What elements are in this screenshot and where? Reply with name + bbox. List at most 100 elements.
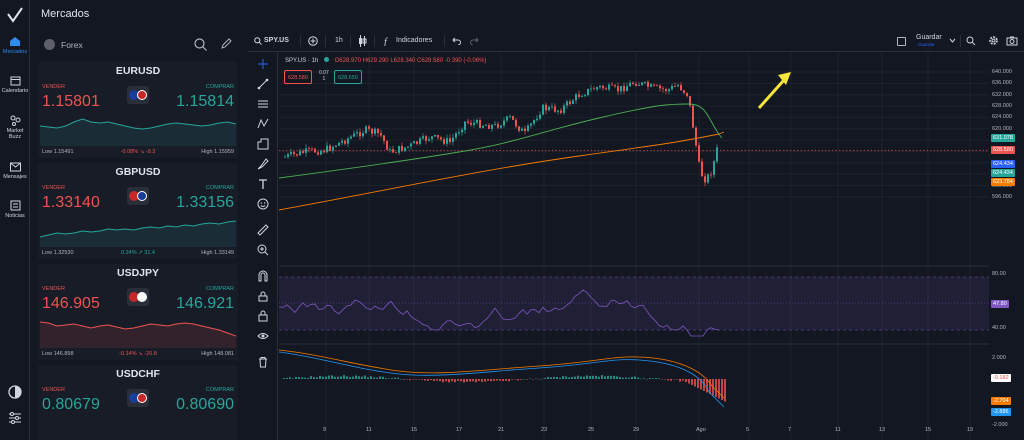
candle-body — [404, 147, 406, 152]
pair-name: GBPUSD — [115, 166, 161, 178]
layout-checkbox[interactable] — [897, 37, 906, 46]
lock-drawings-icon[interactable] — [257, 290, 269, 302]
edit-icon[interactable] — [220, 38, 232, 50]
buy-label: COMPRAR — [205, 286, 234, 292]
news-icon — [10, 200, 20, 211]
undo-icon[interactable] — [452, 37, 461, 45]
price-pane — [278, 79, 725, 211]
chart-plot[interactable]: SPY.US · 1h O628.970 H629.290 L628.340 C… — [278, 52, 989, 440]
buy-price[interactable]: 1.33156 — [176, 194, 234, 211]
legend-close: C628.580 — [417, 58, 444, 64]
candle-body — [680, 84, 682, 91]
price-tick-label: 640.000 — [992, 69, 1012, 75]
trash-icon[interactable] — [257, 356, 269, 368]
broker-logo[interactable] — [5, 6, 25, 24]
sell-price[interactable]: 0.80679 — [42, 396, 100, 413]
search-icon[interactable] — [254, 37, 262, 45]
indicators-button[interactable]: Indicadores — [396, 37, 433, 44]
add-symbol-icon[interactable] — [308, 36, 318, 46]
eye-icon[interactable] — [257, 330, 269, 342]
macd-histogram-bar — [322, 376, 324, 379]
search-icon[interactable] — [194, 38, 207, 51]
sell-price[interactable]: 1.15801 — [42, 93, 100, 110]
zoom-in-icon[interactable] — [257, 244, 269, 256]
instrument-card[interactable]: EURUSD VENDER COMPRAR 1.15801 1.15814 Low 1.1… — [38, 62, 238, 158]
channel-icon[interactable] — [257, 98, 269, 110]
instrument-card[interactable]: USDJPY VENDER COMPRAR 146.905 146.921 Low 146… — [38, 264, 238, 360]
emoji-icon[interactable] — [257, 198, 269, 210]
brush-icon[interactable] — [257, 158, 269, 170]
currency-flags-icon — [127, 389, 149, 407]
instrument-card[interactable]: GBPUSD VENDER COMPRAR 1.33140 1.33156 Low 1.3… — [38, 163, 238, 259]
trend-line-icon[interactable] — [257, 78, 269, 90]
candle-body — [449, 138, 451, 142]
candle-body — [476, 120, 478, 123]
ruler-icon[interactable] — [257, 224, 269, 236]
macd-histogram-bar — [475, 379, 477, 383]
time-tick-label: 29 — [633, 427, 640, 433]
sell-price[interactable]: 146.905 — [42, 295, 100, 312]
candle-body — [524, 128, 526, 132]
text-icon[interactable] — [257, 178, 269, 190]
camera-icon[interactable] — [1006, 35, 1018, 46]
macd-histogram-bar — [592, 375, 594, 379]
candle-body — [413, 141, 415, 144]
interval-selector[interactable]: 1h — [335, 37, 343, 44]
theme-icon[interactable] — [7, 384, 23, 400]
pattern-icon[interactable] — [257, 118, 269, 130]
save-button[interactable]: Guardar — [916, 34, 942, 41]
nav-item-mercados[interactable]: Mercados — [0, 36, 30, 55]
price-axis[interactable]: 640.000 636.000 632.000 628.000 624.000 620.0… — [989, 52, 1024, 440]
candle-body — [506, 116, 508, 121]
nav-item-calendario[interactable]: Calendario — [0, 75, 30, 94]
sell-price-box[interactable]: 628.580 — [284, 70, 312, 84]
rsi-pane — [278, 289, 720, 337]
gear-icon[interactable] — [988, 35, 999, 46]
macd-histogram-bar — [469, 379, 471, 382]
candle-body — [521, 128, 523, 131]
crosshair-icon[interactable] — [257, 58, 269, 70]
nav-item-mensajes[interactable]: Mensajes — [0, 162, 30, 180]
legend-symbol[interactable]: SPY.US · 1h — [285, 58, 319, 64]
buy-price-box[interactable]: 628.650 — [334, 70, 362, 84]
nav-item-market-buzz[interactable]: Market Buzz — [0, 115, 30, 140]
macd-histogram-bar — [376, 377, 378, 379]
candle-body — [620, 85, 622, 92]
price-tick-label: 596.000 — [992, 193, 1012, 200]
lock-icon[interactable] — [257, 310, 269, 322]
candle-body — [590, 88, 592, 90]
buy-price[interactable]: 146.921 — [176, 295, 234, 312]
macd-histogram-bar — [289, 377, 291, 379]
quick-search-icon[interactable] — [966, 36, 976, 46]
buy-label: COMPRAR — [205, 84, 234, 90]
redo-icon[interactable] — [470, 37, 479, 45]
symbol-selector[interactable]: SPY.US — [264, 37, 289, 44]
macd-histogram-bar — [526, 379, 528, 380]
instrument-card[interactable]: USDCHF VENDER COMPRAR 0.80679 0.80690 — [38, 365, 238, 440]
sparkline-line — [40, 118, 236, 130]
macd-histogram-bar — [352, 376, 354, 379]
macd-histogram-bar — [541, 378, 543, 380]
currency-flags-icon — [127, 288, 149, 306]
sell-price[interactable]: 1.33140 — [42, 194, 100, 211]
measure-icon[interactable] — [257, 138, 269, 150]
candles-icon[interactable] — [358, 35, 367, 47]
nav-item-noticias[interactable]: Noticias — [0, 200, 30, 219]
category-label[interactable]: Forex — [61, 40, 83, 50]
macd-histogram-bar — [340, 376, 342, 379]
price-chart-svg[interactable] — [278, 52, 989, 440]
currency-flags-icon — [127, 187, 149, 205]
macd-histogram-bar — [409, 379, 411, 381]
macd-histogram-bar — [424, 379, 426, 381]
magnet-icon[interactable] — [257, 270, 269, 282]
price-tag: 631.078 — [991, 134, 1015, 142]
forex-icon — [44, 39, 55, 50]
chevron-down-icon[interactable] — [949, 38, 956, 43]
buy-price[interactable]: 1.15814 — [176, 93, 234, 110]
buy-price[interactable]: 0.80690 — [176, 396, 234, 413]
top-bar: Mercados — [30, 0, 1024, 30]
macd-histogram-bar — [442, 379, 444, 383]
indicators-icon[interactable]: f — [383, 36, 393, 46]
settings-icon[interactable] — [7, 410, 23, 426]
macd-histogram-bar — [685, 379, 687, 382]
